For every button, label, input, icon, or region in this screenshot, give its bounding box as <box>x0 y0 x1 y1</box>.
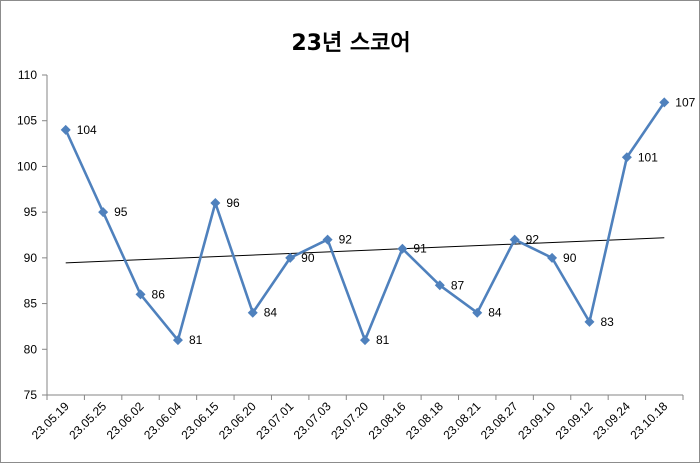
trendline <box>65 237 665 264</box>
data-label: 84 <box>264 306 278 320</box>
data-point-marker <box>285 252 296 263</box>
y-tick-label: 80 <box>24 342 38 356</box>
data-point-marker <box>621 152 632 163</box>
x-tick-label: 23.05.19 <box>29 399 72 442</box>
chart-title: 23년 스코어 <box>291 31 410 56</box>
data-label: 81 <box>189 333 203 347</box>
data-label: 91 <box>413 242 427 256</box>
data-point-marker <box>472 307 483 318</box>
x-tick-label: 23.06.15 <box>179 399 222 442</box>
x-tick-label: 23.06.20 <box>216 399 259 442</box>
x-tick-label: 23.06.02 <box>104 399 147 442</box>
x-tick-label: 23.08.18 <box>403 399 446 442</box>
data-point-marker <box>135 289 146 300</box>
data-label: 81 <box>376 333 390 347</box>
x-tick-label: 23.08.21 <box>440 399 483 442</box>
data-label: 101 <box>638 150 658 164</box>
series-group <box>60 97 670 346</box>
x-tick-label: 23.05.25 <box>66 399 109 442</box>
data-label: 95 <box>114 205 128 219</box>
data-point-marker <box>397 243 408 254</box>
data-point-marker <box>509 234 520 245</box>
y-tick-label: 75 <box>24 388 38 402</box>
y-tick-label: 110 <box>18 68 37 82</box>
data-label: 92 <box>339 233 353 247</box>
y-tick-label: 105 <box>17 114 37 128</box>
data-point-marker <box>434 280 445 291</box>
data-point-marker <box>60 124 71 135</box>
series-line <box>64 101 666 342</box>
x-tick-label: 23.07.20 <box>328 399 371 442</box>
trendline-group <box>65 237 665 264</box>
data-label: 87 <box>451 278 465 292</box>
data-label: 83 <box>600 315 614 329</box>
data-point-marker <box>247 307 258 318</box>
data-label: 107 <box>675 95 695 109</box>
data-label: 92 <box>526 233 540 247</box>
x-tick-label: 23.06.04 <box>141 399 184 442</box>
data-label: 104 <box>77 123 97 137</box>
x-tick-label: 23.07.01 <box>253 399 296 442</box>
data-label: 84 <box>488 306 502 320</box>
data-point-marker <box>322 234 333 245</box>
y-tick-label: 90 <box>24 251 38 265</box>
y-tick-label: 95 <box>24 205 38 219</box>
axes: 758085909510010511023.05.1923.05.2523.06… <box>17 68 684 442</box>
data-label: 86 <box>152 287 166 301</box>
data-point-marker <box>172 335 183 346</box>
y-tick-label: 85 <box>24 297 38 311</box>
x-tick-label: 23.08.27 <box>478 399 521 442</box>
x-tick-label: 23.09.10 <box>515 399 558 442</box>
data-label: 96 <box>226 196 240 210</box>
data-point-marker <box>659 97 670 108</box>
data-point-marker <box>584 316 595 327</box>
x-tick-label: 23.10.18 <box>627 399 670 442</box>
x-tick-label: 23.09.12 <box>553 399 596 442</box>
x-tick-label: 23.07.03 <box>291 399 334 442</box>
data-point-marker <box>547 252 558 263</box>
data-point-marker <box>98 207 109 218</box>
data-point-marker <box>210 198 221 208</box>
data-labels: 104 95 86 81 96 84 90 92 81 91 87 84 92 90 83 101 107 <box>77 95 696 347</box>
y-tick-label: 100 <box>17 159 37 173</box>
x-tick-label: 23.09.24 <box>590 399 633 442</box>
data-point-marker <box>360 335 370 346</box>
x-tick-label: 23.08.16 <box>366 399 409 442</box>
data-label: 90 <box>301 251 315 265</box>
data-label: 90 <box>563 251 577 265</box>
